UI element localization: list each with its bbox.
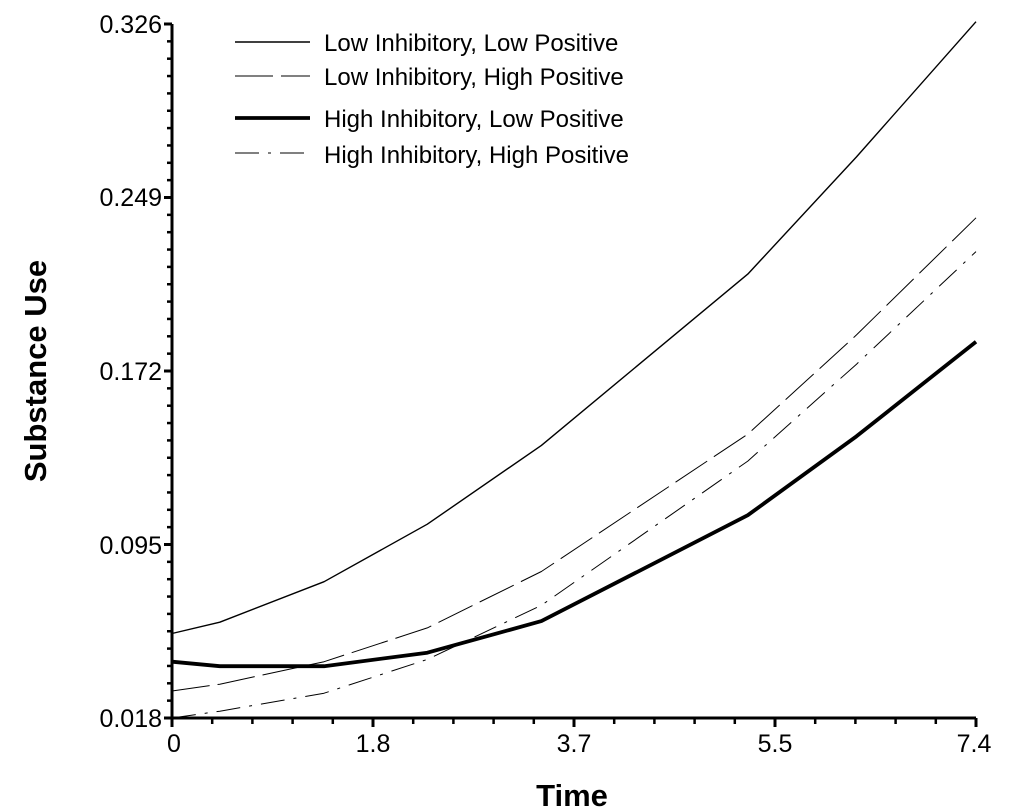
legend-item: High Inhibitory, High Positive — [235, 142, 629, 169]
x-ticks: 0 1.8 3.7 5.5 7.4 — [167, 718, 991, 758]
x-tick-label: 0 — [167, 730, 181, 758]
x-tick-label: 7.4 — [957, 730, 992, 758]
x-tick-label: 1.8 — [356, 730, 391, 758]
legend-label: Low Inhibitory, High Positive — [324, 64, 624, 91]
legend-label: High Inhibitory, Low Positive — [324, 106, 624, 133]
y-ticks: 0.018 0.095 0.172 0.249 0.326 — [99, 11, 172, 733]
legend: Low Inhibitory, Low Positive Low Inhibit… — [235, 30, 629, 169]
y-tick-label: 0.172 — [99, 358, 162, 386]
x-axis-title: Time — [536, 778, 608, 812]
legend-item: Low Inhibitory, Low Positive — [235, 30, 618, 57]
x-tick-label: 5.5 — [758, 730, 793, 758]
x-tick-label: 3.7 — [557, 730, 592, 758]
y-tick-label: 0.249 — [99, 184, 162, 212]
legend-item: Low Inhibitory, High Positive — [235, 64, 624, 91]
y-tick-label: 0.326 — [99, 11, 162, 39]
y-axis-title: Substance Use — [18, 260, 53, 482]
series-line-3 — [172, 342, 976, 667]
y-tick-label: 0.095 — [99, 532, 162, 560]
legend-label: High Inhibitory, High Positive — [324, 142, 629, 169]
series-line-2 — [172, 218, 976, 691]
y-tick-label: 0.018 — [99, 705, 162, 733]
legend-item: High Inhibitory, Low Positive — [235, 106, 624, 133]
series-line-4 — [172, 252, 976, 718]
legend-label: Low Inhibitory, Low Positive — [324, 30, 618, 57]
